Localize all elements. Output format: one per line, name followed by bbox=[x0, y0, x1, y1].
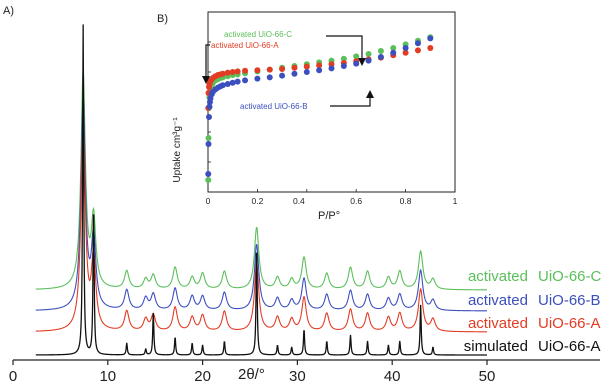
xrd-legend-prefix: activated bbox=[468, 315, 528, 332]
isotherm-point bbox=[279, 72, 286, 79]
xrd-legend-name: UiO-66-A bbox=[538, 338, 601, 355]
arrow-a-head bbox=[202, 76, 210, 84]
xrd-legend-name: UiO-66-A bbox=[538, 315, 601, 332]
xrd-legend-prefix: simulated bbox=[464, 338, 528, 355]
isotherm-point bbox=[414, 47, 421, 54]
isotherm-point bbox=[224, 69, 231, 76]
isotherm-y-axis-title: Uptake cm³g⁻¹ bbox=[172, 117, 183, 183]
xrd-series-line bbox=[35, 24, 487, 356]
isotherm-point bbox=[402, 45, 409, 51]
xrd-legend-name: UiO-66-C bbox=[538, 268, 602, 285]
isotherm-point bbox=[205, 177, 212, 183]
annotation-arrows bbox=[202, 35, 374, 107]
isotherm-point bbox=[353, 53, 360, 60]
isotherm-point bbox=[266, 74, 273, 81]
xrd-x-tick-label: 0 bbox=[9, 368, 17, 385]
panel-a-label: A) bbox=[3, 5, 14, 17]
arrow-b-head bbox=[366, 90, 374, 98]
arrow-b-line bbox=[330, 96, 371, 107]
isotherm-point bbox=[219, 82, 226, 89]
isotherm-point bbox=[303, 63, 310, 70]
isotherm-point bbox=[316, 67, 323, 74]
isotherm-point bbox=[219, 70, 226, 77]
xrd-x-tick-label: 30 bbox=[289, 368, 306, 385]
xrd-legend-prefix: activated bbox=[468, 268, 528, 285]
isotherm-point bbox=[390, 49, 397, 56]
isotherm-point bbox=[206, 103, 213, 110]
isotherm-point bbox=[427, 45, 434, 51]
panel-b-label: B) bbox=[157, 13, 168, 25]
isotherm-point bbox=[353, 60, 360, 67]
isotherm-point bbox=[234, 78, 241, 85]
xrd-series-line bbox=[35, 122, 487, 333]
isotherm-x-tick-label: 0 bbox=[206, 196, 211, 206]
xrd-traces bbox=[35, 24, 487, 356]
isotherm-ticks: 0 0.2 0.6 0.8 1 0.4 bbox=[206, 11, 458, 206]
isotherm-point bbox=[205, 135, 212, 141]
xrd-x-tick-label: 20 bbox=[194, 368, 211, 385]
isotherm-point bbox=[205, 141, 212, 147]
isotherm-point bbox=[390, 45, 397, 51]
isotherm-point bbox=[205, 114, 212, 120]
arrow-c-head bbox=[358, 58, 366, 66]
isotherm-point bbox=[242, 77, 249, 84]
isotherm-point bbox=[291, 64, 298, 71]
xrd-legend-prefix: activated bbox=[468, 292, 528, 309]
isotherm-point bbox=[402, 49, 409, 56]
xrd-x-tick-label: 50 bbox=[479, 368, 496, 385]
isotherm-point bbox=[365, 51, 372, 57]
xrd-x-axis-title: 2θ/° bbox=[238, 366, 265, 383]
isotherm-point bbox=[340, 63, 347, 69]
isotherm-point bbox=[229, 69, 236, 75]
isotherm-x-tick-label: 0.8 bbox=[400, 196, 412, 206]
xrd-series-line bbox=[35, 70, 487, 291]
isotherm-x-tick-label: 0.2 bbox=[251, 196, 263, 206]
xrd-series-line bbox=[35, 96, 487, 312]
isotherm-x-tick-label: 0.4 bbox=[293, 196, 305, 206]
isotherm-x-tick-label: 0.6 bbox=[350, 196, 362, 206]
isotherm-x-axis-title: P/P° bbox=[318, 210, 340, 222]
arrow-a-line bbox=[205, 44, 210, 78]
isotherm-point bbox=[414, 40, 421, 47]
isotherm-point bbox=[427, 35, 434, 42]
isotherm-point bbox=[234, 68, 241, 75]
isotherm-point bbox=[254, 75, 261, 82]
isotherm-point bbox=[340, 55, 347, 62]
xrd-x-tick-label: 40 bbox=[384, 368, 401, 385]
xrd-legend: activated UiO-66-C activated UiO-66-B activa… bbox=[464, 268, 602, 355]
isotherm-point bbox=[377, 54, 384, 60]
isotherm-point bbox=[377, 48, 384, 54]
annotation-uio66b: activated UiO-66-B bbox=[240, 102, 308, 111]
isotherm-point bbox=[279, 66, 286, 72]
isotherm-point bbox=[254, 67, 261, 74]
isotherm-point bbox=[328, 65, 335, 72]
isotherm-point bbox=[365, 57, 372, 64]
isotherm-point bbox=[303, 69, 310, 75]
isotherm-x-tick-label: 1 bbox=[453, 196, 458, 206]
isotherm-point bbox=[266, 66, 273, 73]
isotherm-point bbox=[224, 81, 231, 87]
arrow-c-line bbox=[326, 35, 363, 60]
isotherm-point bbox=[205, 171, 212, 177]
annotation-uio66a: activated UiO-66-A bbox=[211, 41, 279, 50]
xrd-x-ticks: 0 10 20 30 40 50 bbox=[9, 360, 496, 385]
isotherm-point bbox=[328, 61, 335, 68]
isotherm-plot-frame bbox=[207, 11, 456, 193]
isotherm-point bbox=[291, 70, 298, 77]
isotherm-point bbox=[316, 62, 323, 69]
isotherm-point bbox=[229, 79, 236, 86]
xrd-legend-name: UiO-66-B bbox=[538, 292, 601, 309]
xrd-x-tick-label: 10 bbox=[99, 368, 116, 385]
annotation-uio66c: activated UiO-66-C bbox=[224, 30, 292, 39]
isotherm-point bbox=[242, 67, 249, 74]
isotherm-points bbox=[205, 34, 434, 183]
